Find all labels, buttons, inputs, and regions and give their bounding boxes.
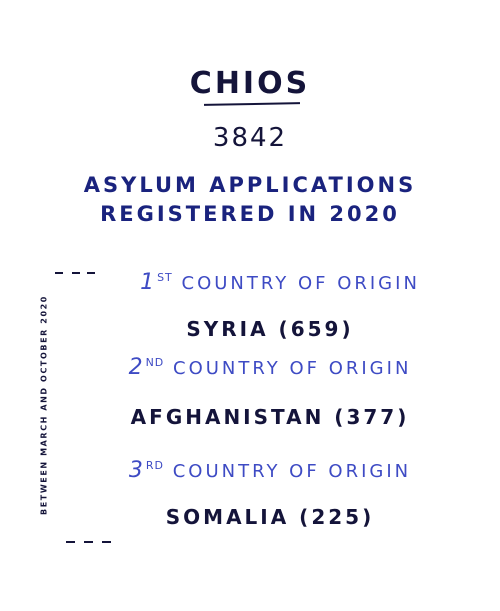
origin-2-heading: 2ND COUNTRY OF ORIGIN: [95, 355, 445, 380]
origin-1-ordinal: 1: [140, 270, 158, 295]
bracket-dash-top-3: [87, 272, 95, 274]
origin-3-label: COUNTRY OF ORIGIN: [172, 461, 412, 482]
bracket-dash-top-1: [55, 272, 63, 274]
origin-1-heading: 1ST COUNTRY OF ORIGIN: [115, 270, 445, 295]
origin-3-heading: 3RD COUNTRY OF ORIGIN: [95, 458, 445, 483]
origin-2-ordinal: 2: [128, 355, 146, 380]
origin-1-suffix: ST: [157, 271, 173, 284]
origin-1-country: SYRIA (659): [186, 317, 354, 341]
origin-3-country: SOMALIA (225): [165, 505, 375, 529]
side-note-text: BETWEEN MARCH AND OCTOBER 2020: [39, 295, 49, 515]
origin-2-label: COUNTRY OF ORIGIN: [173, 358, 412, 379]
bracket-dash-bottom-3: [102, 541, 111, 543]
origin-3-suffix: RD: [145, 459, 164, 472]
page-title: CHIOS: [189, 66, 311, 101]
subtitle-line-2: REGISTERED IN 2020: [100, 202, 400, 226]
origin-2-suffix: ND: [145, 356, 165, 369]
title-underline: [203, 102, 301, 106]
bracket-dash-top-2: [72, 272, 80, 274]
origin-3-ordinal: 3: [128, 458, 146, 483]
subtitle-line-1: ASYLUM APPLICATIONS: [83, 173, 417, 197]
bracket-dash-bottom-1: [66, 541, 75, 543]
bracket-dash-bottom-2: [84, 541, 93, 543]
origin-1-label: COUNTRY OF ORIGIN: [181, 273, 420, 294]
total-applications: 3842: [212, 123, 288, 153]
origin-2-country: AFGHANISTAN (377): [130, 405, 410, 429]
side-note: BETWEEN MARCH AND OCTOBER 2020: [36, 270, 52, 540]
